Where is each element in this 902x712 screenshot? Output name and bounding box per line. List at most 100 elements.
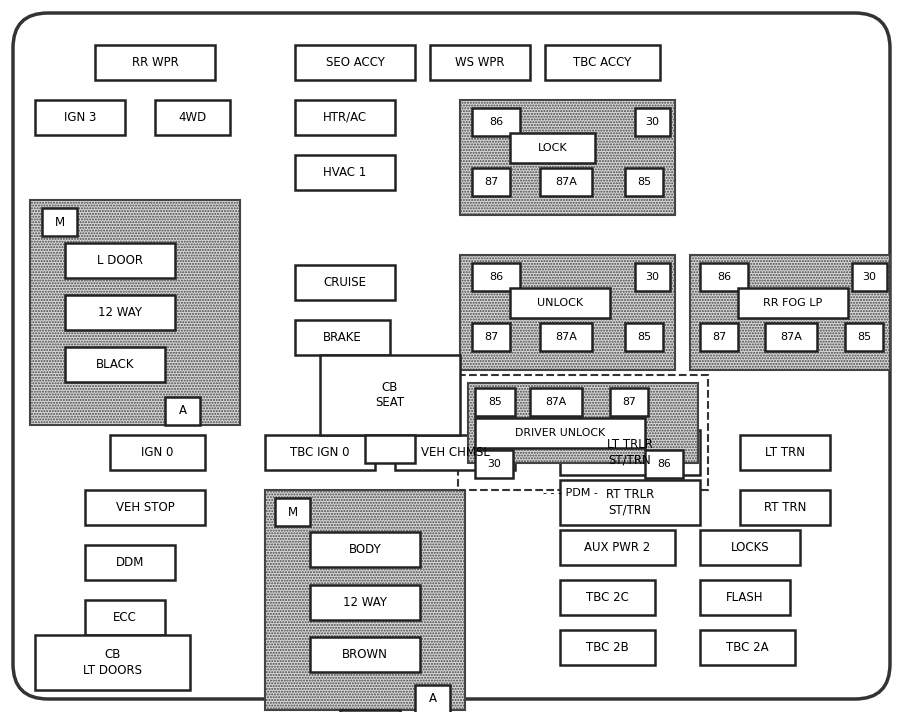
Text: TBC 2C: TBC 2C xyxy=(585,591,628,604)
Text: 87: 87 xyxy=(621,397,635,407)
Bar xyxy=(472,168,510,196)
Text: AUX PWR 2: AUX PWR 2 xyxy=(584,541,650,554)
Text: 30: 30 xyxy=(645,272,658,282)
Text: 12 WAY: 12 WAY xyxy=(98,306,142,319)
Text: A: A xyxy=(428,693,436,706)
Bar xyxy=(634,263,669,291)
Bar xyxy=(35,635,189,690)
Text: 85: 85 xyxy=(488,397,502,407)
Text: BODY: BODY xyxy=(348,543,381,556)
Text: A: A xyxy=(179,404,187,417)
Text: WS WPR: WS WPR xyxy=(455,56,504,69)
Bar xyxy=(319,355,459,435)
Bar xyxy=(295,45,415,80)
Text: 87: 87 xyxy=(483,332,498,342)
Text: VEH CHMSL: VEH CHMSL xyxy=(420,446,489,459)
FancyBboxPatch shape xyxy=(13,13,889,699)
Text: RR WPR: RR WPR xyxy=(132,56,179,69)
Bar xyxy=(155,100,230,135)
Bar xyxy=(110,435,205,470)
Bar xyxy=(559,530,675,565)
Bar xyxy=(295,320,390,355)
Text: DRIVER UNLOCK: DRIVER UNLOCK xyxy=(514,428,604,438)
Text: FLASH: FLASH xyxy=(725,591,763,604)
Bar xyxy=(624,168,662,196)
Text: RT TRLR
ST/TRN: RT TRLR ST/TRN xyxy=(605,488,653,516)
Bar xyxy=(634,108,669,136)
Bar xyxy=(739,490,829,525)
Bar xyxy=(472,263,520,291)
Text: 87: 87 xyxy=(711,332,725,342)
Text: 30: 30 xyxy=(486,459,501,469)
Bar xyxy=(699,530,799,565)
Text: M: M xyxy=(54,216,64,229)
Bar xyxy=(610,388,648,416)
Bar xyxy=(539,168,592,196)
Bar xyxy=(457,375,707,490)
Text: 85: 85 xyxy=(636,177,650,187)
Text: M: M xyxy=(287,506,298,518)
Bar xyxy=(699,580,789,615)
Bar xyxy=(65,295,175,330)
Text: 85: 85 xyxy=(856,332,870,342)
Text: BRAKE: BRAKE xyxy=(323,331,362,344)
Bar xyxy=(510,133,594,163)
Bar xyxy=(539,323,592,351)
Bar xyxy=(340,710,400,712)
Bar xyxy=(474,388,514,416)
Text: - - - PDM -: - - - PDM - xyxy=(542,488,597,498)
Bar xyxy=(309,637,419,672)
Bar xyxy=(85,600,165,635)
Text: BLACK: BLACK xyxy=(96,358,134,371)
Bar xyxy=(85,545,175,580)
Text: LOCKS: LOCKS xyxy=(730,541,769,554)
Bar xyxy=(65,243,175,278)
Text: RR FOG LP: RR FOG LP xyxy=(762,298,822,308)
Text: 87A: 87A xyxy=(555,177,576,187)
Bar xyxy=(699,630,794,665)
Text: ECC: ECC xyxy=(113,611,137,624)
Text: LT TRLR
ST/TRN: LT TRLR ST/TRN xyxy=(606,439,652,466)
Text: SEO ACCY: SEO ACCY xyxy=(326,56,384,69)
Bar xyxy=(624,323,662,351)
Bar xyxy=(309,532,419,567)
Bar xyxy=(559,630,654,665)
Bar xyxy=(467,383,697,463)
Text: IGN 0: IGN 0 xyxy=(141,446,173,459)
Bar xyxy=(844,323,882,351)
Bar xyxy=(35,100,124,135)
Bar xyxy=(699,323,737,351)
Bar xyxy=(474,418,644,448)
Text: LOCK: LOCK xyxy=(537,143,566,153)
Bar xyxy=(309,585,419,620)
Text: VEH STOP: VEH STOP xyxy=(115,501,174,514)
Bar xyxy=(559,430,699,475)
Text: 30: 30 xyxy=(645,117,658,127)
Text: 12 WAY: 12 WAY xyxy=(343,596,387,609)
Bar xyxy=(644,450,682,478)
Bar xyxy=(275,498,309,526)
Text: RT TRN: RT TRN xyxy=(763,501,805,514)
Text: BROWN: BROWN xyxy=(342,648,388,661)
Bar xyxy=(295,265,394,300)
Bar xyxy=(851,263,886,291)
Bar xyxy=(510,288,610,318)
Bar xyxy=(165,397,199,425)
Bar xyxy=(42,208,77,236)
Bar xyxy=(429,45,529,80)
Bar xyxy=(459,100,675,215)
Bar xyxy=(699,263,747,291)
Text: 4WD: 4WD xyxy=(179,111,207,124)
Bar xyxy=(415,685,449,712)
Text: TBC ACCY: TBC ACCY xyxy=(573,56,630,69)
Text: HTR/AC: HTR/AC xyxy=(323,111,366,124)
Bar xyxy=(459,255,675,370)
Text: 87: 87 xyxy=(483,177,498,187)
Bar xyxy=(545,45,659,80)
Bar xyxy=(85,490,205,525)
Bar xyxy=(559,580,654,615)
Bar xyxy=(295,155,394,190)
Bar xyxy=(264,490,465,710)
Bar xyxy=(364,435,415,463)
Text: HVAC 1: HVAC 1 xyxy=(323,166,366,179)
